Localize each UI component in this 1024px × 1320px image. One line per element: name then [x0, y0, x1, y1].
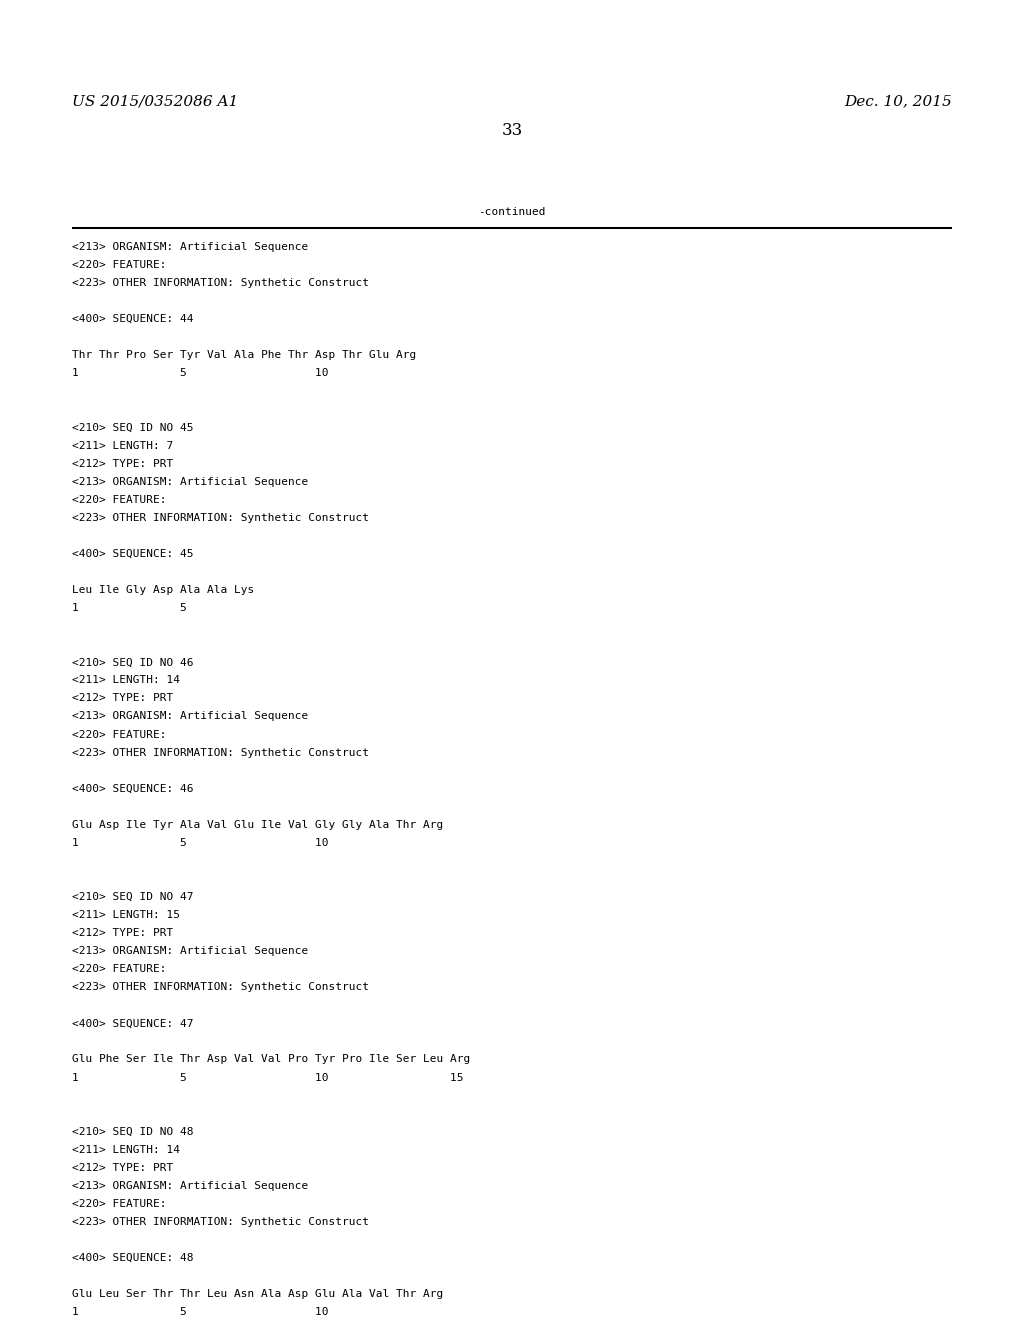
Text: 1               5                   10: 1 5 10 — [72, 838, 329, 847]
Text: <211> LENGTH: 14: <211> LENGTH: 14 — [72, 676, 180, 685]
Text: Leu Ile Gly Asp Ala Ala Lys: Leu Ile Gly Asp Ala Ala Lys — [72, 585, 254, 595]
Text: <400> SEQUENCE: 44: <400> SEQUENCE: 44 — [72, 314, 194, 325]
Text: <213> ORGANISM: Artificial Sequence: <213> ORGANISM: Artificial Sequence — [72, 711, 308, 722]
Text: <211> LENGTH: 7: <211> LENGTH: 7 — [72, 441, 173, 450]
Text: 33: 33 — [502, 121, 522, 139]
Text: <212> TYPE: PRT: <212> TYPE: PRT — [72, 458, 173, 469]
Text: -continued: -continued — [478, 207, 546, 216]
Text: <400> SEQUENCE: 46: <400> SEQUENCE: 46 — [72, 784, 194, 793]
Text: <223> OTHER INFORMATION: Synthetic Construct: <223> OTHER INFORMATION: Synthetic Const… — [72, 982, 369, 993]
Text: <211> LENGTH: 15: <211> LENGTH: 15 — [72, 909, 180, 920]
Text: <220> FEATURE:: <220> FEATURE: — [72, 260, 167, 271]
Text: Glu Phe Ser Ile Thr Asp Val Val Pro Tyr Pro Ile Ser Leu Arg: Glu Phe Ser Ile Thr Asp Val Val Pro Tyr … — [72, 1055, 470, 1064]
Text: <213> ORGANISM: Artificial Sequence: <213> ORGANISM: Artificial Sequence — [72, 242, 308, 252]
Text: 1               5                   10                  15: 1 5 10 15 — [72, 1073, 464, 1082]
Text: <212> TYPE: PRT: <212> TYPE: PRT — [72, 928, 173, 939]
Text: <212> TYPE: PRT: <212> TYPE: PRT — [72, 693, 173, 704]
Text: <400> SEQUENCE: 45: <400> SEQUENCE: 45 — [72, 549, 194, 558]
Text: <223> OTHER INFORMATION: Synthetic Construct: <223> OTHER INFORMATION: Synthetic Const… — [72, 513, 369, 523]
Text: US 2015/0352086 A1: US 2015/0352086 A1 — [72, 94, 239, 108]
Text: Thr Thr Pro Ser Tyr Val Ala Phe Thr Asp Thr Glu Arg: Thr Thr Pro Ser Tyr Val Ala Phe Thr Asp … — [72, 350, 416, 360]
Text: <210> SEQ ID NO 45: <210> SEQ ID NO 45 — [72, 422, 194, 433]
Text: <212> TYPE: PRT: <212> TYPE: PRT — [72, 1163, 173, 1173]
Text: Dec. 10, 2015: Dec. 10, 2015 — [844, 94, 952, 108]
Text: 1               5: 1 5 — [72, 603, 186, 612]
Text: <223> OTHER INFORMATION: Synthetic Construct: <223> OTHER INFORMATION: Synthetic Const… — [72, 1217, 369, 1228]
Text: <223> OTHER INFORMATION: Synthetic Construct: <223> OTHER INFORMATION: Synthetic Const… — [72, 747, 369, 758]
Text: <210> SEQ ID NO 46: <210> SEQ ID NO 46 — [72, 657, 194, 668]
Text: <220> FEATURE:: <220> FEATURE: — [72, 730, 167, 739]
Text: Glu Leu Ser Thr Thr Leu Asn Ala Asp Glu Ala Val Thr Arg: Glu Leu Ser Thr Thr Leu Asn Ala Asp Glu … — [72, 1290, 443, 1299]
Text: Glu Asp Ile Tyr Ala Val Glu Ile Val Gly Gly Ala Thr Arg: Glu Asp Ile Tyr Ala Val Glu Ile Val Gly … — [72, 820, 443, 830]
Text: <213> ORGANISM: Artificial Sequence: <213> ORGANISM: Artificial Sequence — [72, 1181, 308, 1191]
Text: <400> SEQUENCE: 47: <400> SEQUENCE: 47 — [72, 1019, 194, 1028]
Text: <213> ORGANISM: Artificial Sequence: <213> ORGANISM: Artificial Sequence — [72, 946, 308, 956]
Text: <220> FEATURE:: <220> FEATURE: — [72, 495, 167, 504]
Text: <220> FEATURE:: <220> FEATURE: — [72, 964, 167, 974]
Text: <223> OTHER INFORMATION: Synthetic Construct: <223> OTHER INFORMATION: Synthetic Const… — [72, 279, 369, 288]
Text: <210> SEQ ID NO 48: <210> SEQ ID NO 48 — [72, 1127, 194, 1137]
Text: 1               5                   10: 1 5 10 — [72, 1307, 329, 1317]
Text: <213> ORGANISM: Artificial Sequence: <213> ORGANISM: Artificial Sequence — [72, 477, 308, 487]
Text: <210> SEQ ID NO 47: <210> SEQ ID NO 47 — [72, 892, 194, 902]
Text: <220> FEATURE:: <220> FEATURE: — [72, 1199, 167, 1209]
Text: 1               5                   10: 1 5 10 — [72, 368, 329, 379]
Text: <400> SEQUENCE: 48: <400> SEQUENCE: 48 — [72, 1253, 194, 1263]
Text: <211> LENGTH: 14: <211> LENGTH: 14 — [72, 1144, 180, 1155]
